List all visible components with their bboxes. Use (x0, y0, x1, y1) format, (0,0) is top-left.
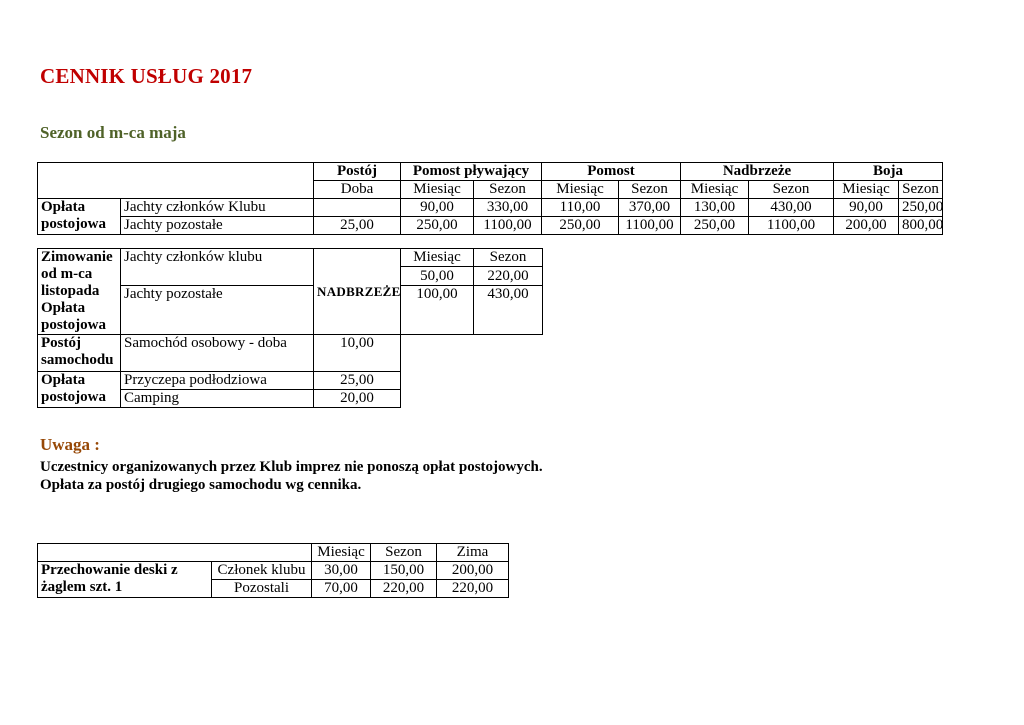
sub-header: Sezon (618, 180, 681, 199)
season-pricing-table: Postój Pomost pływający Pomost Nadbrzeże… (37, 162, 943, 235)
sub-header: Sezon (748, 180, 834, 199)
price-cell: 250,00 (541, 216, 619, 235)
price-cell: 200,00 (833, 216, 899, 235)
winter-header-row: Zimowanie od m-ca listopada Opłata posto… (37, 247, 543, 335)
sub-header-season: Sezon (473, 247, 543, 268)
storage-header-row: Miesiąc Sezon Zima (37, 543, 509, 562)
sub-header-month: Miesiąc (311, 543, 371, 562)
note-line-1: Uczestnicy organizowanych przez Klub imp… (40, 459, 543, 475)
storage-others-row: Pozostali 70,00 220,00 220,00 (38, 579, 509, 598)
sub-header-season: Sezon (370, 543, 437, 562)
row-label-oplata-postojowa: Opłata postojowa (37, 371, 121, 408)
row-name: Jachty członków Klubu (120, 198, 314, 217)
price-cell: 200,00 (436, 561, 509, 580)
sub-header: Miesiąc (680, 180, 749, 199)
price-cell: 330,00 (473, 198, 542, 217)
row-name-others: Pozostali (211, 579, 312, 598)
row-name-camping: Camping (120, 389, 314, 408)
row-label-przechowanie-deski: Przechowanie deski z żaglem szt. 1 (37, 561, 212, 598)
sub-header: Miesiąc (541, 180, 619, 199)
nadbrzeze-label-cell: NADBRZEŻE (313, 248, 401, 335)
storage-club-member-row: Przechowanie deski z żaglem szt. 1 Człon… (37, 561, 509, 598)
car-parking-row: Postój samochodu Samochód osobowy - doba… (37, 334, 543, 372)
row-name-car: Samochód osobowy - doba (120, 334, 314, 372)
table-row-other-yachts: Jachty pozostałe 25,00 250,00 1100,00 25… (38, 216, 943, 235)
sub-header: Doba (313, 180, 401, 199)
price-cell: 30,00 (311, 561, 371, 580)
row-name-club-yachts: Jachty członków klubu (120, 248, 314, 286)
row-label-postoj-samochodu: Postój samochodu (37, 334, 121, 372)
corner-blank-cell (37, 162, 314, 199)
price-cell: 90,00 (400, 198, 474, 217)
price-cell: 250,00 (680, 216, 749, 235)
price-cell: 220,00 (473, 266, 543, 286)
group-header-pomost: Pomost (541, 162, 681, 181)
group-header-nadbrzeze: Nadbrzeże (680, 162, 834, 181)
price-cell: 430,00 (748, 198, 834, 217)
price-cell: 110,00 (541, 198, 619, 217)
price-cell: 1100,00 (748, 216, 834, 235)
group-header-boja: Boja (833, 162, 943, 181)
page-title: CENNIK USŁUG 2017 (40, 64, 253, 88)
price-cell: 220,00 (370, 579, 437, 598)
price-cell: 90,00 (833, 198, 899, 217)
section-heading-season: Sezon od m-ca maja (40, 123, 186, 142)
price-cell: 250,00 (898, 198, 943, 217)
price-cell: 800,00 (898, 216, 943, 235)
row-name: Jachty pozostałe (120, 216, 314, 235)
price-cell: 250,00 (400, 216, 474, 235)
group-header-pomost-plywajacy: Pomost pływający (400, 162, 542, 181)
price-cell: 20,00 (313, 389, 401, 408)
table-row-club-yachts: Opłata postojowa Jachty członków Klubu 9… (37, 198, 943, 235)
note-heading: Uwaga : (40, 435, 100, 454)
price-cell: 25,00 (313, 371, 401, 390)
row-label-zimowanie: Zimowanie od m-ca listopada Opłata posto… (37, 248, 121, 335)
price-cell: 370,00 (618, 198, 681, 217)
price-cell: 430,00 (473, 284, 543, 336)
row-name-trailer: Przyczepa podłodziowa (120, 371, 314, 390)
sub-header-row: Doba Miesiąc Sezon Miesiąc Sezon Miesiąc… (38, 180, 943, 199)
group-header-postoj: Postój (313, 162, 401, 181)
sub-header: Sezon (473, 180, 542, 199)
winter-club-prices-row: 50,00 220,00 (38, 266, 543, 286)
price-cell: 1100,00 (618, 216, 681, 235)
note-line-2: Opłata za postój drugiego samochodu wg c… (40, 477, 362, 493)
sub-header-winter: Zima (436, 543, 509, 562)
price-cell: 130,00 (680, 198, 749, 217)
sub-header: Miesiąc (833, 180, 899, 199)
sub-header: Miesiąc (400, 180, 474, 199)
winter-other-yachts-row: Jachty pozostałe 100,00 430,00 (38, 284, 543, 336)
price-cell: 50,00 (400, 266, 474, 286)
board-storage-table: Miesiąc Sezon Zima Przechowanie deski z … (37, 543, 509, 598)
sub-header-month: Miesiąc (400, 247, 474, 268)
winter-pricing-table: Zimowanie od m-ca listopada Opłata posto… (37, 247, 543, 408)
price-cell: 150,00 (370, 561, 437, 580)
camping-row: Camping 20,00 (38, 389, 543, 408)
row-name-club-member: Członek klubu (211, 561, 312, 580)
note-block: Uwaga : Uczestnicy organizowanych przez … (40, 434, 543, 494)
row-label-oplata-postojowa: Opłata postojowa (37, 198, 121, 235)
price-cell (313, 198, 401, 217)
corner-blank-cell (37, 543, 312, 562)
price-cell: 70,00 (311, 579, 371, 598)
price-cell: 25,00 (313, 216, 401, 235)
price-cell: 1100,00 (473, 216, 542, 235)
row-name-other-yachts: Jachty pozostałe (120, 284, 314, 336)
price-cell: 220,00 (436, 579, 509, 598)
group-header-row: Postój Pomost pływający Pomost Nadbrzeże… (37, 162, 943, 199)
price-cell: 10,00 (313, 334, 401, 372)
price-cell: 100,00 (400, 284, 474, 336)
sub-header: Sezon (898, 180, 943, 199)
trailer-row: Opłata postojowa Przyczepa podłodziowa 2… (37, 371, 543, 408)
